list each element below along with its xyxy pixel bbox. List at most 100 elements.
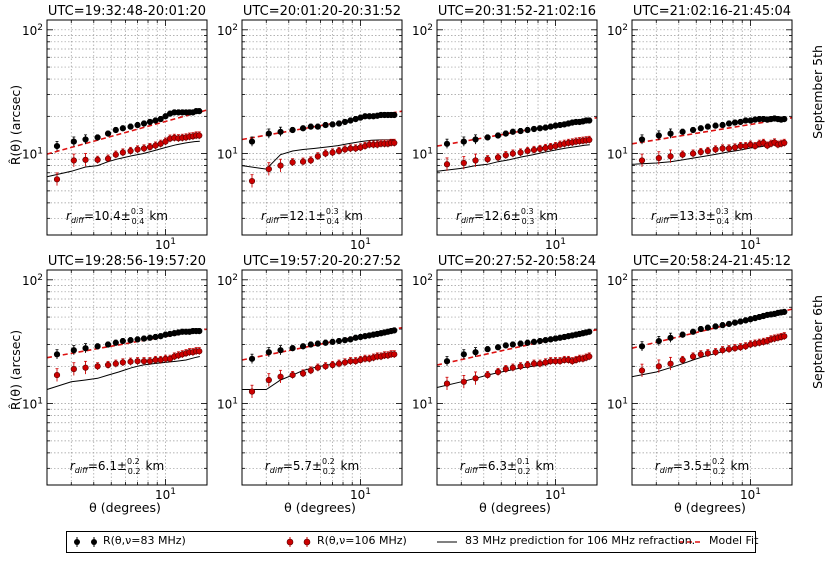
obs106-point: [443, 380, 451, 387]
obs106-point: [719, 145, 726, 152]
obs83-point: [667, 334, 674, 341]
obs106-point: [712, 146, 719, 153]
obs83-point: [391, 111, 398, 119]
obs83-series: [638, 115, 788, 145]
gridlines: [632, 20, 792, 235]
obs106-point: [127, 358, 134, 365]
obs83-point: [509, 341, 516, 348]
obs83-point: [689, 328, 697, 335]
obs83-point: [94, 134, 101, 141]
obs83-point: [697, 125, 704, 132]
obs83-point: [127, 337, 134, 344]
obs83-point: [689, 126, 697, 134]
obs83-point: [484, 134, 491, 141]
obs83-point: [94, 343, 101, 350]
obs83-point: [484, 346, 491, 353]
obs83-point: [725, 120, 733, 127]
obs83-point: [347, 117, 354, 124]
obs106-point: [391, 139, 398, 147]
obs83-point: [112, 126, 119, 134]
obs106-point: [70, 365, 77, 373]
obs83-point: [140, 120, 148, 127]
prediction-line: [46, 356, 200, 390]
legend: R(θ,ν=83 MHz) R(θ,ν=106 MHz) 83 MHz pred…: [66, 531, 758, 553]
legend-label-prediction: 83 MHz prediction for 106 MHz refraction…: [465, 534, 696, 547]
model-fit-line: [46, 109, 208, 155]
gridlines: [47, 20, 207, 235]
obs83-point: [536, 337, 544, 345]
y-tick-label: 101: [412, 147, 433, 162]
obs106-point: [460, 378, 467, 385]
obs106-point: [299, 158, 307, 165]
x-tick-label: 101: [740, 237, 761, 252]
legend-marker-106mhz: [286, 537, 311, 547]
gridlines: [47, 270, 207, 485]
obs83-point: [737, 118, 744, 126]
panel-1: UTC=19:32:48-20:01:20 101 101 102 rdiff=10.4…: [22, 4, 208, 252]
obs83-point: [737, 318, 744, 325]
obs106-point: [502, 365, 509, 373]
obs83-point: [781, 308, 788, 316]
prediction-line: [241, 139, 395, 170]
legend-label-83mhz: R(θ,ν=83 MHz): [103, 534, 186, 547]
obs106-point: [347, 358, 354, 365]
x-axis-label-col-2: θ (degrees): [284, 500, 356, 515]
x-tick-label: 101: [350, 237, 371, 252]
panel-7: UTC=20:27:52-20:58:24101101102rdiff=6.3±…: [412, 254, 598, 502]
obs106-point: [314, 153, 321, 160]
obs106-point: [134, 146, 141, 153]
y-tick-label: 101: [607, 147, 628, 162]
obs83-point: [341, 337, 349, 344]
obs83-point: [719, 121, 726, 129]
gridlines: [437, 20, 597, 235]
obs83-point: [289, 126, 296, 134]
panel-frame: [436, 269, 598, 486]
obs106-point: [146, 143, 154, 151]
obs106-point: [53, 371, 61, 379]
obs106-point: [530, 360, 538, 367]
obs106-point: [127, 147, 134, 155]
obs83-point: [638, 136, 646, 143]
obs83-point: [472, 349, 479, 356]
panel-frame: [241, 269, 403, 486]
obs106-point: [341, 359, 349, 366]
obs83-point: [299, 125, 307, 132]
panel-frame: [46, 269, 208, 486]
panel-2: UTC=20:01:20-20:31:52 101 101 102 rdiff=12.1…: [217, 4, 403, 252]
obs83-point: [586, 328, 593, 335]
obs83-point: [119, 125, 126, 132]
obs106-point: [140, 145, 148, 152]
obs83-point: [443, 358, 451, 365]
obs106-point: [524, 361, 531, 369]
obs83-point: [341, 118, 349, 126]
obs83-point: [517, 340, 524, 347]
obs106-point: [484, 371, 491, 379]
obs83-point: [152, 333, 159, 341]
panel-3: UTC=20:31:52-21:02:16 101 101 102 rdiff=12.6…: [412, 4, 598, 252]
obs83-point: [443, 140, 451, 147]
obs106-point: [536, 145, 544, 153]
gridlines: [632, 270, 792, 485]
x-axis-label-col-1: θ (degrees): [89, 500, 161, 515]
obs83-point: [314, 340, 321, 347]
obs106-point: [494, 368, 502, 376]
y-tick-label: 101: [217, 397, 238, 412]
obs106-series: [443, 352, 593, 390]
obs83-point: [536, 125, 544, 132]
obs83-point: [494, 344, 502, 351]
obs83-point: [104, 130, 112, 137]
r-diff-annotation: rdiff=12.1±0.3 0.4 km: [261, 207, 363, 226]
obs106-point: [265, 165, 272, 173]
gridlines: [242, 20, 402, 235]
obs83-point: [347, 336, 354, 343]
obs106-point: [70, 157, 77, 164]
y-tick-label: 101: [22, 147, 43, 162]
y-tick-label: 102: [412, 273, 433, 288]
obs83-point: [104, 341, 112, 348]
obs106-point: [289, 159, 296, 166]
r-diff-annotation: rdiff=10.4±0.3 0.4 km: [66, 207, 168, 226]
x-tick-label: 101: [545, 237, 566, 252]
obs83-point: [731, 319, 739, 326]
obs106-point: [737, 344, 744, 351]
